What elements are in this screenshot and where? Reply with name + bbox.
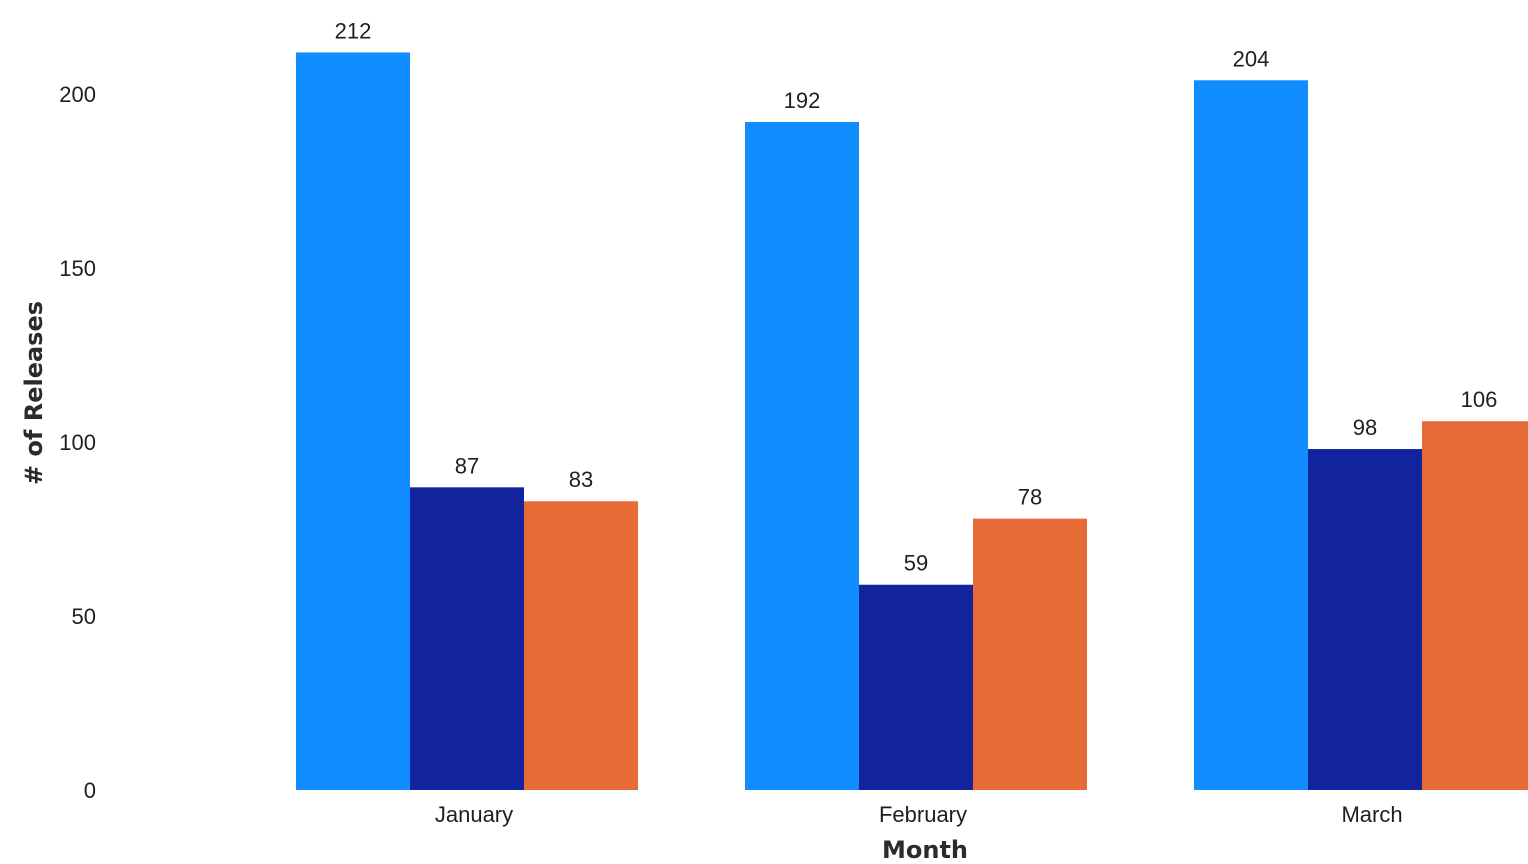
y-tick-label: 200 [59,82,96,107]
x-tick-label: January [435,802,513,827]
x-tick-label: February [879,802,967,827]
data-label: 106 [1461,387,1498,412]
x-tick-label: March [1341,802,1402,827]
bar [973,518,1087,790]
data-label: 204 [1233,46,1270,71]
x-axis-ticks: January February March [435,802,1403,827]
data-label: 98 [1353,415,1377,440]
y-axis-title: # of Releases [20,301,48,485]
data-label: 212 [335,18,372,43]
data-label: 83 [569,467,593,492]
y-axis-ticks: 0 50 100 150 200 [59,82,96,803]
data-labels: 212 87 83 192 59 78 204 98 106 [335,18,1498,575]
bar [1194,80,1308,790]
bar [745,122,859,790]
bar [524,501,638,790]
y-tick-label: 150 [59,256,96,281]
bar [859,584,973,790]
bar [296,52,410,791]
y-tick-label: 100 [59,430,96,455]
bar [1308,449,1422,790]
bar [1422,421,1528,790]
bar-marks [296,52,1528,791]
data-label: 59 [904,551,928,576]
bar [410,487,524,790]
x-axis-title: Month [882,836,968,864]
data-label: 78 [1018,485,1042,510]
data-label: 192 [784,88,821,113]
y-tick-label: 0 [84,778,96,803]
y-tick-label: 50 [72,604,96,629]
data-label: 87 [455,453,479,478]
